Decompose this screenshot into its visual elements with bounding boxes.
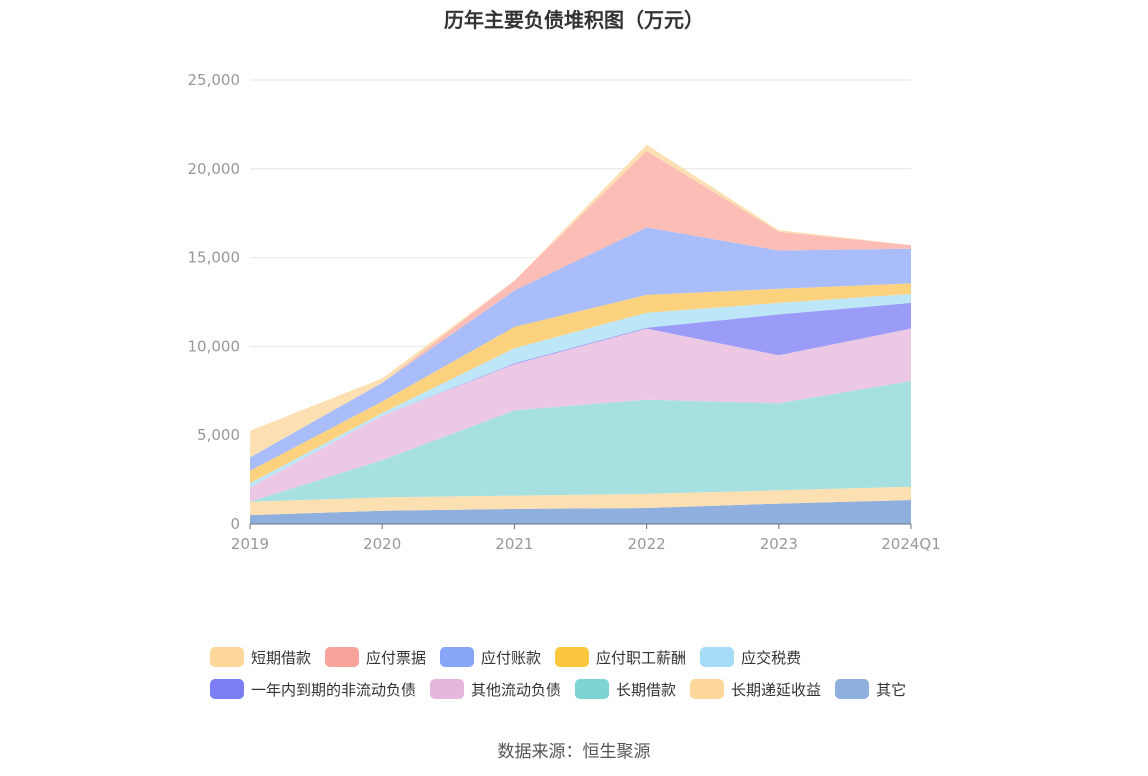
y-tick-label: 25,000 (188, 71, 241, 89)
legend-swatch (690, 679, 725, 699)
x-tick-label: 2020 (363, 535, 401, 553)
area-series (250, 328, 911, 502)
legend-row: 短期借款 应付票据 应付账款 应付职工薪酬 应交税费 (210, 641, 970, 673)
y-tick-label: 20,000 (188, 160, 241, 178)
legend-item[interactable]: 应交税费 (700, 647, 801, 668)
legend-item[interactable]: 长期借款 (575, 679, 676, 700)
x-tick-label: 2023 (760, 535, 798, 553)
legend-label: 短期借款 (251, 648, 312, 667)
legend-item[interactable]: 应付账款 (440, 647, 541, 668)
legend: 短期借款 应付票据 应付账款 应付职工薪酬 应交税费一年内到期的非流动负债 其他流动负债 长… (210, 641, 970, 705)
legend-swatch (555, 647, 590, 667)
area-series (250, 283, 911, 484)
legend-label: 一年内到期的非流动负债 (251, 680, 417, 699)
legend-swatch (835, 679, 870, 699)
area-series (250, 227, 911, 471)
legend-swatch (325, 647, 360, 667)
legend-label: 应付票据 (366, 648, 427, 667)
y-tick-label: 0 (230, 515, 240, 533)
legend-item[interactable]: 应付票据 (325, 647, 426, 668)
legend-swatch (440, 647, 475, 667)
x-tick-label: 2019 (231, 535, 269, 553)
legend-item[interactable]: 短期借款 (210, 647, 311, 668)
legend-swatch (575, 679, 610, 699)
y-tick-label: 15,000 (188, 249, 241, 267)
data-source: 数据来源：恒生聚源 (497, 742, 651, 762)
legend-swatch (700, 647, 735, 667)
legend-item[interactable]: 其他流动负债 (430, 679, 561, 700)
legend-label: 其他流动负债 (471, 680, 562, 699)
area-series (250, 294, 911, 488)
area-series (250, 151, 911, 458)
legend-item[interactable]: 长期递延收益 (690, 679, 821, 700)
area-series (250, 486, 911, 516)
legend-label: 应付职工薪酬 (596, 648, 687, 667)
legend-swatch (210, 647, 244, 667)
x-tick-label: 2021 (495, 535, 533, 553)
y-tick-label: 10,000 (188, 337, 241, 355)
legend-label: 长期递延收益 (731, 680, 822, 699)
legend-item[interactable]: 其它 (835, 679, 906, 700)
legend-label: 应交税费 (741, 648, 802, 667)
area-series (250, 381, 911, 502)
legend-label: 其它 (876, 680, 907, 699)
legend-swatch (430, 679, 465, 699)
x-tick-label: 2022 (628, 535, 666, 553)
y-tick-label: 5,000 (197, 426, 240, 444)
x-tick-label: 2024Q1 (881, 535, 941, 553)
legend-swatch (210, 679, 244, 699)
legend-row: 一年内到期的非流动负债 其他流动负债 长期借款 长期递延收益 其它 (210, 673, 970, 705)
area-series (250, 500, 911, 524)
legend-item[interactable]: 一年内到期的非流动负债 (210, 679, 416, 700)
area-chart: 0 5,000 10,000 15,000 20,000 25,000 2019 2020 20… (188, 71, 941, 553)
stacked-areas (250, 144, 911, 524)
legend-item[interactable]: 应付职工薪酬 (555, 647, 686, 668)
chart-title: 历年主要负债堆积图（万元） (444, 8, 704, 32)
legend-label: 应付账款 (481, 648, 542, 667)
area-series (250, 302, 911, 488)
legend-label: 长期借款 (616, 680, 677, 699)
axes: 0 5,000 10,000 15,000 20,000 25,000 2019 2020 20… (188, 71, 941, 553)
